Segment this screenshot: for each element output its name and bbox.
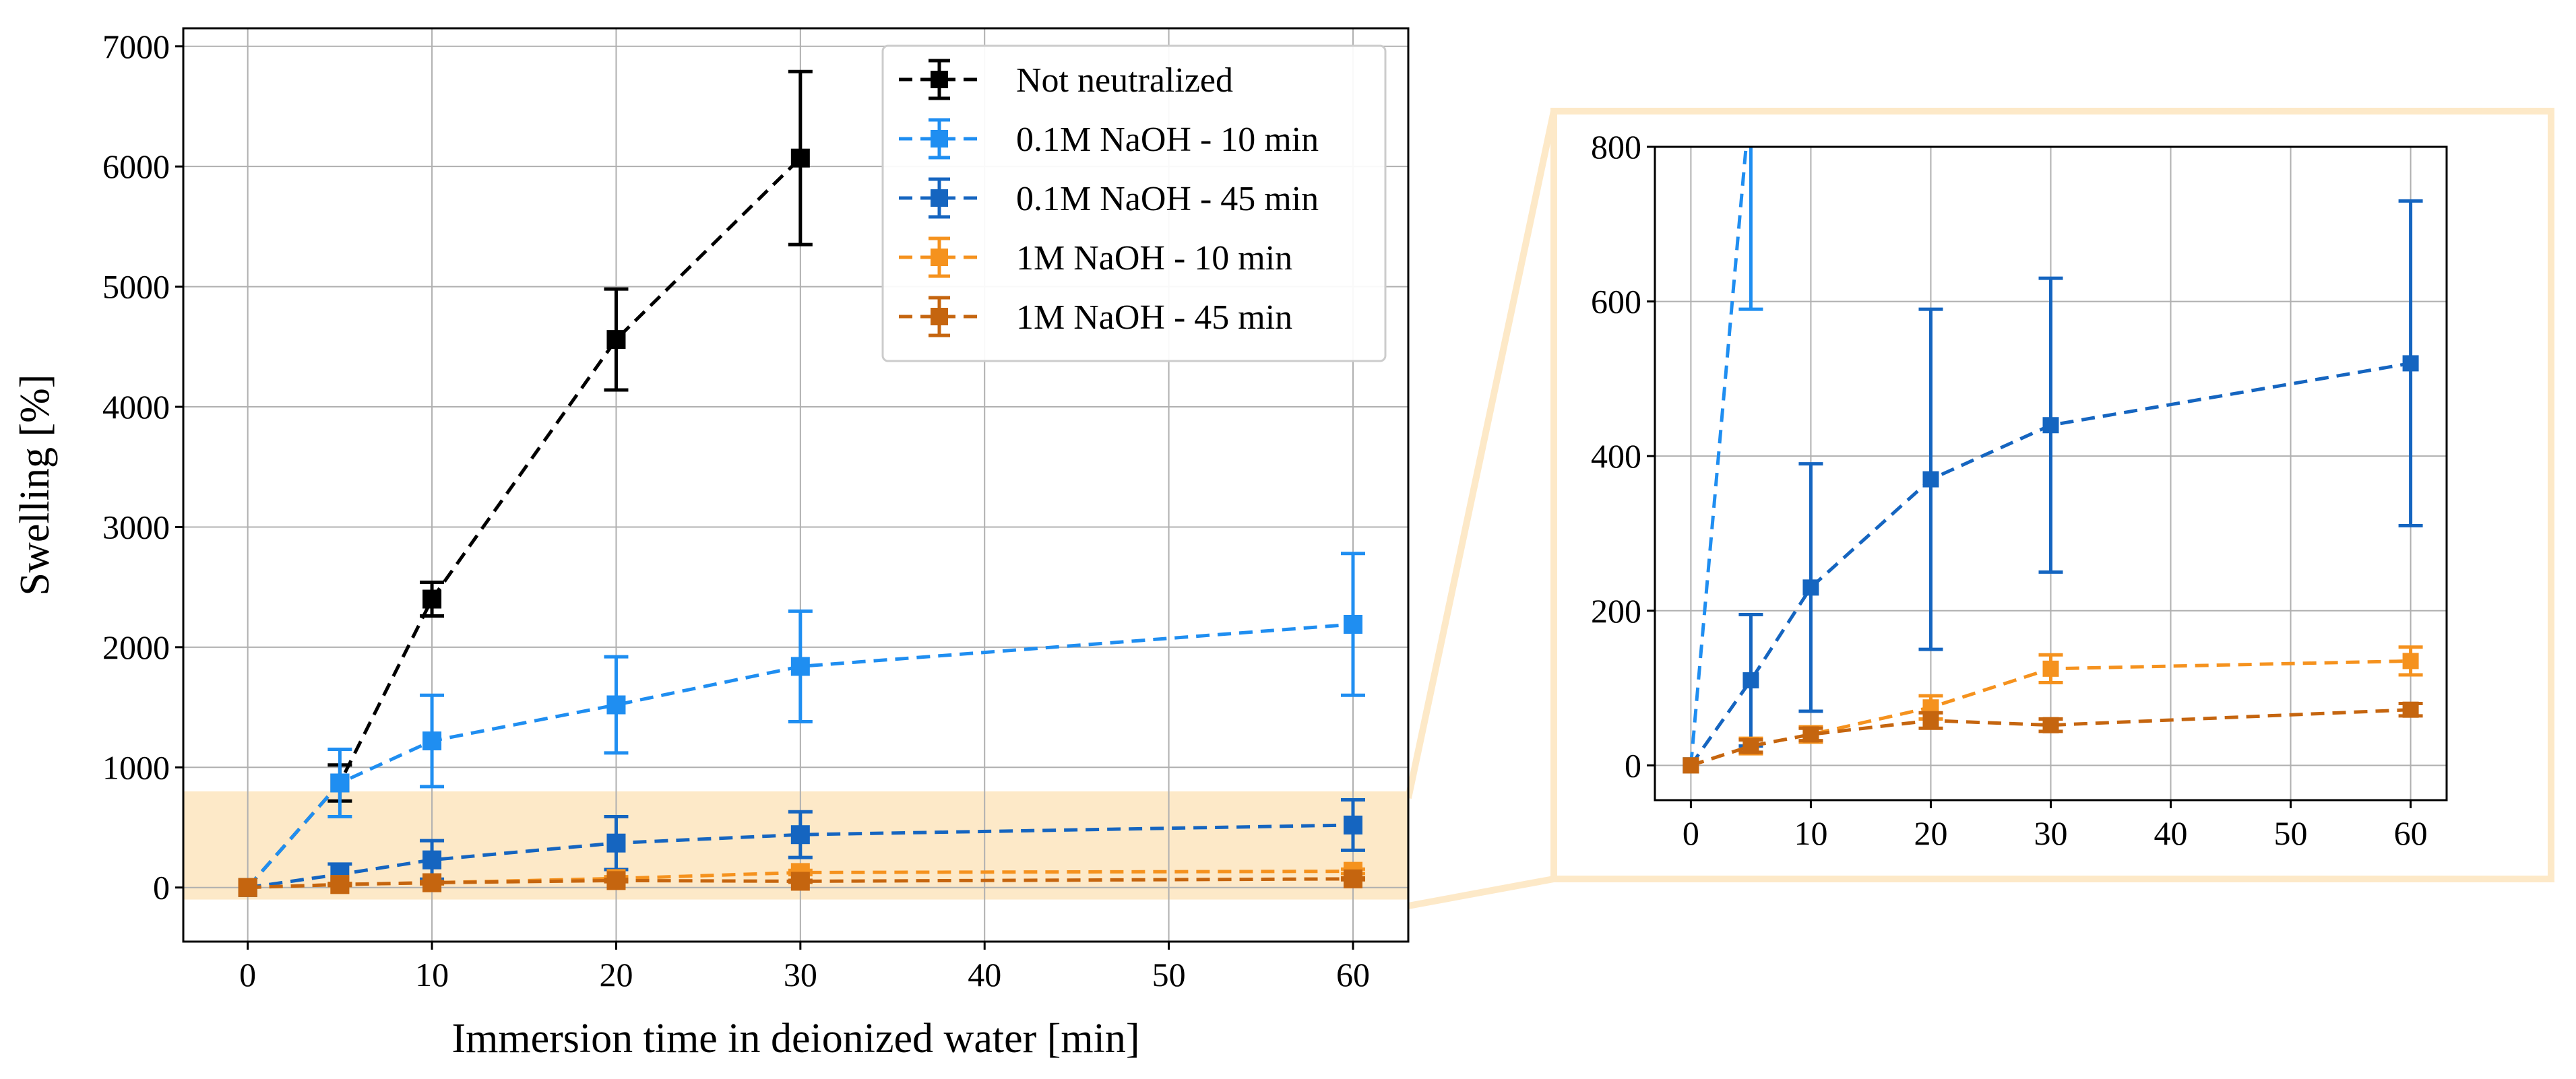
data-point xyxy=(2402,653,2419,669)
data-point xyxy=(2042,717,2059,733)
y-tick-label: 1000 xyxy=(102,748,170,786)
legend-entry: 0.1M NaOH - 10 min xyxy=(899,118,1319,160)
legend-entry: 0.1M NaOH - 45 min xyxy=(899,177,1319,219)
data-point xyxy=(606,330,626,350)
data-point xyxy=(606,871,626,890)
x-tick-label: 60 xyxy=(1336,956,1370,993)
main-chart: 0 10 20 30 40 50 60 0 1000 2000 3000 4000 5000 6000 70… xyxy=(12,27,1410,1061)
series-0-1m-naoh-45-min xyxy=(1683,199,2423,774)
series-not-neutralized xyxy=(238,69,813,897)
legend-label: 1M NaOH - 10 min xyxy=(1016,239,1292,277)
data-point xyxy=(2042,417,2059,434)
series-line xyxy=(1689,361,2412,766)
legend-entry: 1M NaOH - 10 min xyxy=(899,236,1292,278)
legend-label: 0.1M NaOH - 45 min xyxy=(1016,180,1319,218)
y-tick-label: 5000 xyxy=(102,268,170,306)
legend-entry: 1M NaOH - 45 min xyxy=(899,296,1292,337)
legend-label: 0.1M NaOH - 10 min xyxy=(1016,121,1319,159)
data-point xyxy=(1683,757,1699,774)
data-point xyxy=(1742,672,1759,689)
data-point xyxy=(1343,869,1362,888)
legend-entry: Not neutralized xyxy=(899,59,1233,100)
x-tick-label: 40 xyxy=(968,956,1001,993)
data-point xyxy=(790,872,810,891)
data-point xyxy=(2042,660,2059,677)
x-tick-label: 10 xyxy=(415,956,449,993)
data-point xyxy=(422,589,442,609)
data-point xyxy=(1802,726,1819,743)
inset-series xyxy=(1683,85,2423,774)
x-tick-label: 30 xyxy=(784,956,817,993)
legend-label: Not neutralized xyxy=(1016,61,1233,100)
data-point xyxy=(790,148,810,168)
x-tick-label: 0 xyxy=(1683,814,1699,852)
data-point xyxy=(1343,815,1362,835)
y-tick-label: 600 xyxy=(1591,283,1641,321)
main-y-axis-title: Swelling [%] xyxy=(12,374,58,596)
data-point xyxy=(790,825,810,845)
legend-label: 1M NaOH - 45 min xyxy=(1016,298,1292,337)
series-0-1m-naoh-45-min xyxy=(238,797,1365,897)
series-line xyxy=(247,823,1354,890)
x-tick-label: 50 xyxy=(1152,956,1186,993)
x-tick-label: 20 xyxy=(599,956,633,993)
data-point xyxy=(422,731,442,751)
data-point xyxy=(1742,738,1759,754)
legend-marker xyxy=(931,308,948,325)
data-point xyxy=(1922,471,1939,488)
y-tick-label: 0 xyxy=(1625,746,1641,784)
series-line xyxy=(246,622,1354,889)
legend: Not neutralized 0.1M NaOH - 10 min 0.1M Na… xyxy=(881,44,1387,362)
data-point xyxy=(790,657,810,676)
data-point xyxy=(422,850,442,870)
data-point xyxy=(238,878,257,897)
data-point xyxy=(1922,712,1939,729)
main-x-axis-title: Immersion time in deionized water [min] xyxy=(452,1016,1140,1061)
x-tick-label: 20 xyxy=(1914,814,1947,852)
x-tick-label: 40 xyxy=(2154,814,2188,852)
series-1m-naoh-45-min xyxy=(238,869,1365,897)
legend-marker xyxy=(931,71,948,88)
series-line xyxy=(247,877,1353,890)
y-tick-label: 6000 xyxy=(102,148,170,185)
x-tick-label: 60 xyxy=(2394,814,2428,852)
main-plot-frame xyxy=(182,27,1410,943)
y-tick-label: 4000 xyxy=(102,388,170,426)
main-series xyxy=(238,69,1365,897)
series-1m-naoh-45-min xyxy=(1683,701,2423,774)
x-tick-label: 50 xyxy=(2274,814,2308,852)
data-point xyxy=(422,873,442,892)
data-point xyxy=(606,833,626,853)
data-point xyxy=(330,773,350,793)
zoom-connectors xyxy=(1405,110,1557,909)
y-tick-label: 7000 xyxy=(102,28,170,65)
x-tick-label: 0 xyxy=(239,956,256,993)
y-tick-label: 800 xyxy=(1591,128,1641,166)
legend-marker xyxy=(931,189,948,207)
y-tick-label: 400 xyxy=(1591,437,1641,475)
data-point xyxy=(606,695,626,715)
series-line xyxy=(1689,147,1748,766)
y-tick-label: 2000 xyxy=(102,628,170,666)
data-point xyxy=(2402,701,2419,718)
y-tick-label: 0 xyxy=(153,869,170,907)
legend-box xyxy=(881,44,1387,362)
y-tick-label: 200 xyxy=(1591,592,1641,630)
data-point xyxy=(2402,355,2419,372)
x-tick-label: 30 xyxy=(2034,814,2068,852)
series-line xyxy=(1690,708,2411,767)
legend-marker xyxy=(931,249,948,266)
data-point xyxy=(330,875,350,894)
data-point xyxy=(1742,85,1759,101)
y-tick-label: 3000 xyxy=(102,508,170,546)
x-tick-label: 10 xyxy=(1794,814,1827,852)
legend-marker xyxy=(931,130,948,148)
data-point xyxy=(1343,614,1362,634)
main-tick-labels: 0 10 20 30 40 50 60 0 1000 2000 3000 4000 5000 6000 70… xyxy=(102,28,1370,993)
data-point xyxy=(1802,579,1819,596)
